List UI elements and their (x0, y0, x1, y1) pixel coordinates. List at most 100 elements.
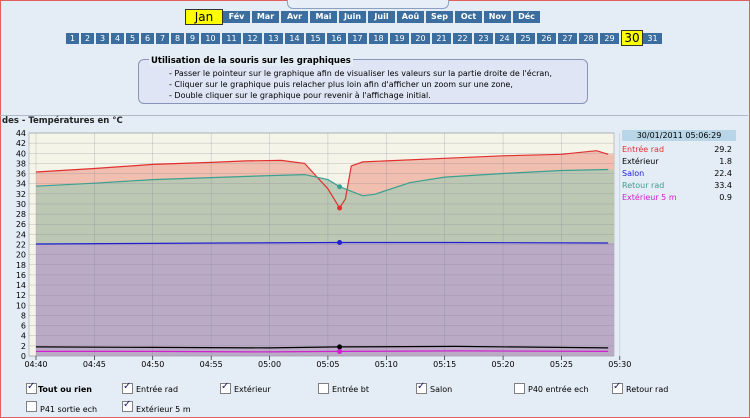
day-30[interactable]: 30 (621, 30, 643, 46)
checkbox-label[interactable]: P41 sortie ech (40, 405, 98, 414)
series-line-ext-rieur-5-m (36, 350, 609, 353)
x-tick-label: 04:40 (24, 360, 47, 369)
month-3[interactable]: Mar (252, 11, 279, 23)
checkbox-tout-ou-rien[interactable] (26, 381, 37, 394)
checkbox-retour-rad[interactable] (612, 381, 623, 394)
day-16[interactable]: 16 (327, 33, 346, 44)
x-tick-label: 05:30 (608, 360, 631, 369)
panel-title: des - Températures en °C (2, 116, 123, 126)
readout-row: Extérieur 1.8 (622, 157, 736, 169)
day-18[interactable]: 18 (369, 33, 388, 44)
day-23[interactable]: 23 (474, 33, 493, 44)
month-11[interactable]: Nov (484, 11, 511, 23)
day-26[interactable]: 26 (537, 33, 556, 44)
x-tick-label: 05:05 (316, 360, 339, 369)
month-1[interactable]: Jan (185, 9, 223, 25)
month-6[interactable]: Juin (339, 11, 366, 23)
x-tick-label: 04:55 (200, 360, 223, 369)
series-line-retour-rad (35, 168, 609, 197)
day-9[interactable]: 9 (186, 33, 199, 44)
checkbox-label[interactable]: Retour rad (626, 385, 669, 394)
day-28[interactable]: 28 (579, 33, 598, 44)
checkbox-label[interactable]: Salon (430, 385, 453, 394)
day-2[interactable]: 2 (81, 33, 94, 44)
month-8[interactable]: Aoû (397, 11, 424, 23)
x-tick-label: 04:50 (141, 360, 164, 369)
y-tick-label: 2 (21, 342, 26, 351)
value-readout: 30/01/2011 05:06:29 Entrée rad 29.2 Extéri… (618, 128, 738, 216)
day-1[interactable]: 1 (66, 33, 79, 44)
day-12[interactable]: 12 (243, 33, 262, 44)
readout-row: Entrée rad 29.2 (622, 145, 736, 157)
readout-series-name: Entrée rad (622, 145, 665, 154)
y-tick-label: 14 (16, 281, 26, 290)
day-4[interactable]: 4 (111, 33, 124, 44)
month-4[interactable]: Avr (281, 11, 308, 23)
day-31[interactable]: 31 (643, 33, 662, 44)
checkbox-entr-e-bt[interactable] (318, 383, 329, 394)
readout-series-name: Salon (622, 169, 645, 178)
checkbox-p41-sortie-ech[interactable] (26, 401, 37, 412)
checkbox-label[interactable]: Entrée bt (332, 385, 369, 394)
chart-panel: des - Températures en °C (0, 115, 748, 362)
day-14[interactable]: 14 (285, 33, 304, 44)
cursor-point (337, 348, 343, 354)
month-2[interactable]: Fév (223, 11, 250, 23)
day-24[interactable]: 24 (495, 33, 514, 44)
cursor-point (337, 344, 343, 350)
day-25[interactable]: 25 (516, 33, 535, 44)
readout-timestamp: 30/01/2011 05:06:29 (622, 130, 736, 141)
day-15[interactable]: 15 (306, 33, 325, 44)
cursor-point (337, 205, 343, 211)
y-tick-label: 10 (16, 301, 26, 310)
month-7[interactable]: Juil (368, 11, 395, 23)
checkbox-label[interactable]: Tout ou rien (38, 385, 92, 394)
checkbox-label[interactable]: Entrée rad (136, 385, 179, 394)
day-6[interactable]: 6 (141, 33, 154, 44)
day-3[interactable]: 3 (96, 33, 109, 44)
y-tick-label: 8 (21, 311, 26, 320)
month-5[interactable]: Mai (310, 11, 337, 23)
cursor-point (337, 184, 343, 190)
checkbox-label[interactable]: P40 entrée ech (528, 385, 589, 394)
help-line-2: - Cliquer sur le graphique puis relacher… (169, 80, 513, 89)
day-20[interactable]: 20 (411, 33, 430, 44)
y-tick-label: 34 (16, 180, 26, 189)
readout-row: Extérieur 5 m 0.9 (622, 193, 736, 205)
day-8[interactable]: 8 (171, 33, 184, 44)
month-9[interactable]: Sep (426, 11, 453, 23)
month-10[interactable]: Oct (455, 11, 482, 23)
day-21[interactable]: 21 (432, 33, 451, 44)
checkbox-entr-e-rad[interactable] (122, 381, 133, 394)
day-11[interactable]: 11 (222, 33, 241, 44)
day-5[interactable]: 5 (126, 33, 139, 44)
day-17[interactable]: 17 (348, 33, 367, 44)
day-19[interactable]: 19 (390, 33, 409, 44)
y-tick-label: 16 (16, 271, 26, 280)
readout-series-value: 1.8 (719, 157, 732, 166)
y-tick-label: 40 (16, 149, 26, 158)
y-tick-label: 20 (16, 251, 26, 260)
checkbox-label[interactable]: Extérieur 5 m (136, 405, 191, 414)
y-tick-label: 42 (16, 139, 26, 148)
checkbox-ext-rieur[interactable] (220, 381, 231, 394)
day-13[interactable]: 13 (264, 33, 283, 44)
month-12[interactable]: Déc (513, 11, 540, 23)
y-tick-label: 44 (16, 129, 26, 138)
day-29[interactable]: 29 (600, 33, 619, 44)
checkbox-salon[interactable] (416, 381, 427, 394)
readout-series-name: Extérieur (622, 157, 659, 166)
day-22[interactable]: 22 (453, 33, 472, 44)
y-tick-label: 30 (16, 200, 26, 209)
day-7[interactable]: 7 (156, 33, 169, 44)
day-27[interactable]: 27 (558, 33, 577, 44)
y-tick-label: 0 (21, 352, 26, 361)
y-tick-label: 22 (16, 241, 26, 250)
day-10[interactable]: 10 (201, 33, 220, 44)
series-line-ext-rieur (35, 345, 609, 349)
checkbox-ext-rieur-5-m[interactable] (122, 399, 133, 412)
checkbox-p40-entr-e-ech[interactable] (514, 383, 525, 394)
checkbox-label[interactable]: Extérieur (234, 385, 271, 394)
help-line-1: - Passer le pointeur sur le graphique af… (169, 69, 552, 78)
